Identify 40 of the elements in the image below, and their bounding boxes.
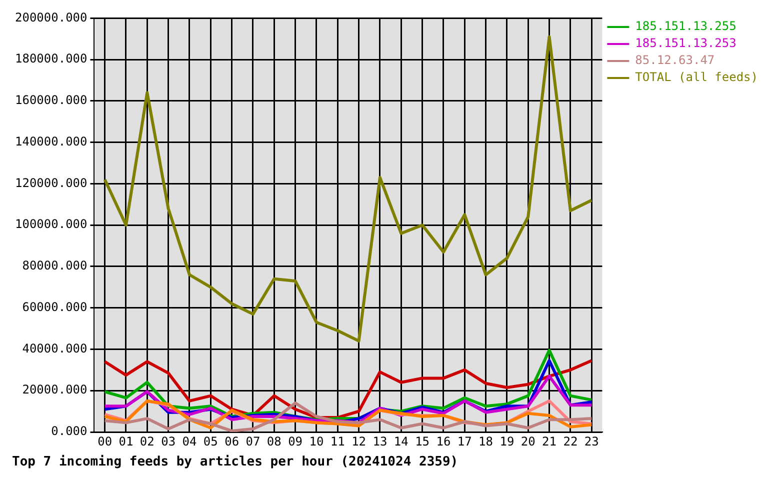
x-tick-label: 21 [542,434,556,448]
x-tick-label: 08 [266,434,282,448]
x-tick-label: 17 [457,434,472,448]
x-tick-label: 14 [394,434,408,448]
y-tick-label: 180000.000 [14,52,88,66]
x-tick-label: 05 [203,434,218,448]
x-tick-label: 03 [161,434,176,448]
x-tick-label: 00 [98,434,112,448]
legend-label: 85.12.63.47 [635,53,715,68]
legend-label: 185.151.13.255 [635,19,736,34]
x-tick-label: 10 [309,434,324,448]
legend-label: 185.151.13.253 [635,36,736,50]
x-tick-label: 18 [478,434,494,448]
x-tick-label: 15 [415,434,430,448]
y-tick-label: 100000.000 [14,217,88,232]
x-tick-label: 22 [563,434,578,448]
y-tick-label: 20000.000 [22,382,88,397]
y-tick-label: 40000.000 [22,341,88,356]
y-tick-label: 60000.000 [22,300,88,314]
text: Top 7 incoming feeds by articles per hour (20241024 2359) [12,454,458,470]
x-tick-label: 20 [520,434,536,448]
x-tick-label: 02 [140,434,154,448]
x-tick-label: 16 [436,434,451,448]
x-tick-label: 01 [118,434,134,448]
y-tick-label: 120000.000 [14,176,88,190]
y-tick-label: 140000.000 [14,134,88,148]
x-tick-label: 23 [584,434,599,448]
x-tick-label: 09 [288,434,303,448]
y-tick-label: 0.000 [51,424,88,438]
y-tick-label: 160000.000 [14,93,88,108]
x-tick-label: 11 [330,434,345,448]
x-tick-label: 07 [246,434,260,448]
y-tick-label: 80000.000 [22,258,88,273]
x-tick-label: 19 [500,434,514,448]
x-tick-label: 12 [352,434,366,448]
x-tick-label: 06 [224,434,240,448]
x-tick-label: 13 [372,434,388,448]
y-tick-label: 200000.000 [14,10,88,24]
legend-label: TOTAL (all feeds) [635,70,758,84]
x-tick-label: 04 [182,434,197,448]
